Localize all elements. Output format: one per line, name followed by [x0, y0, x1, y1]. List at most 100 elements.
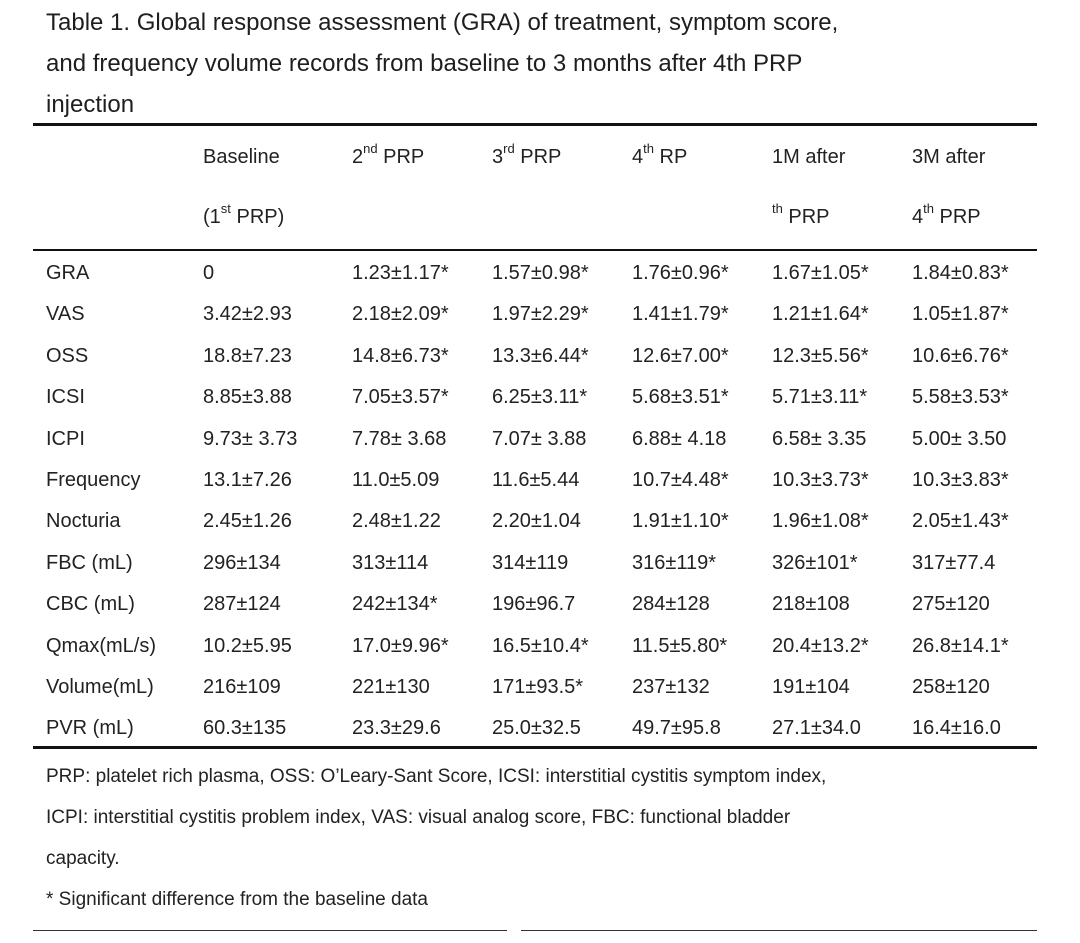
header-text-suffix: PRP	[514, 146, 562, 168]
table-cell: 196±96.7	[492, 593, 576, 616]
table-caption: Table 1. Global response assessment (GRA…	[46, 2, 1046, 125]
row-label: VAS	[46, 303, 85, 326]
table-cell: 20.4±13.2*	[772, 634, 869, 657]
table-cell: 18.8±7.23	[203, 344, 292, 367]
table-cell: 1.91±1.10*	[632, 510, 729, 533]
row-label: CBC (mL)	[46, 593, 135, 616]
table-cell: 11.0±5.09	[352, 469, 440, 491]
table-cell: 221±130	[352, 676, 430, 698]
table-cell: 10.3±3.73*	[772, 469, 869, 491]
table-cell: 316±119*	[632, 551, 717, 574]
header-superscript: st	[220, 201, 231, 217]
column-header-6-line-1: 3M after	[912, 146, 985, 169]
table-cell: 0	[203, 262, 215, 284]
row-label: Qmax(mL/s)	[46, 634, 156, 657]
table-cell: 2.48±1.22	[352, 510, 441, 533]
table-cell: 11.5±5.80*	[632, 634, 728, 657]
header-text-suffix: PRP	[377, 146, 425, 168]
table-notes: PRP: platelet rich plasma, OSS: O’Leary-…	[46, 756, 1046, 920]
table-cell: 296±134	[203, 551, 281, 574]
header-text: 3M after	[912, 146, 986, 168]
table-cell: 1.21±1.64*	[772, 303, 869, 326]
table-cell: 10.3±3.83*	[912, 469, 1009, 491]
caption-line-2: and frequency volume records from baseli…	[46, 50, 803, 77]
table-cell: 218±108	[772, 593, 850, 616]
table-cell: 287±124	[203, 593, 281, 616]
header-text: 4	[632, 146, 644, 168]
column-header-1-line-2: (1st PRP)	[203, 202, 285, 229]
table-cell: 7.05±3.57*	[352, 386, 449, 409]
table-cell: 7.07± 3.88	[492, 427, 587, 450]
column-header-5-line-2: th PRP	[772, 202, 830, 229]
table-cell: 237±132	[632, 676, 710, 698]
table-cell: 242±134*	[352, 593, 438, 616]
table-cell: 2.05±1.43*	[912, 510, 1009, 533]
header-text: 3	[492, 146, 504, 168]
table-cell: 2.18±2.09*	[352, 303, 449, 326]
header-superscript: rd	[503, 141, 515, 157]
table-cell: 10.7±4.48*	[632, 469, 729, 491]
table-cell: 9.73± 3.73	[203, 427, 298, 450]
table-header-rule	[33, 249, 1037, 251]
table-cell: 1.23±1.17*	[352, 262, 449, 284]
table-cell: 258±120	[912, 676, 990, 698]
column-header-4-line-1: 4th RP	[632, 142, 688, 169]
column-header-2-line-1: 2nd PRP	[352, 142, 425, 169]
table-cell: 1.96±1.08*	[772, 510, 869, 533]
table-cell: 284±128	[632, 593, 710, 616]
table-cell: 7.78± 3.68	[352, 427, 447, 450]
table-cell: 275±120	[912, 593, 990, 616]
header-text-suffix: RP	[653, 146, 688, 168]
table-cell: 10.6±6.76*	[912, 344, 1009, 367]
header-superscript: th	[772, 201, 783, 217]
column-header-5-line-1: 1M after	[772, 146, 845, 169]
table-cell: 2.20±1.04	[492, 510, 581, 533]
table-cell: 1.57±0.98*	[492, 262, 589, 284]
header-text-suffix: PRP)	[230, 206, 285, 228]
header-text-suffix: PRP	[782, 206, 830, 228]
header-superscript: th	[643, 141, 654, 157]
header-text-suffix: PRP	[933, 206, 981, 228]
table-cell: 60.3±135	[203, 717, 287, 740]
table-cell: 16.5±10.4*	[492, 634, 589, 657]
table-bottom-rule	[33, 746, 1037, 749]
table-cell: 13.1±7.26	[203, 469, 292, 491]
header-text: (1	[203, 206, 221, 228]
caption-line-1: Table 1. Global response assessment (GRA…	[46, 9, 839, 36]
table-cell: 12.6±7.00*	[632, 344, 729, 367]
header-superscript: th	[923, 201, 934, 217]
table-cell: 14.8±6.73*	[352, 344, 449, 367]
table-cell: 6.25±3.11*	[492, 386, 588, 409]
table-cell: 23.3±29.6	[352, 717, 441, 740]
table-cell: 13.3±6.44*	[492, 344, 589, 367]
table-cell: 6.88± 4.18	[632, 427, 727, 450]
column-header-1-line-1: Baseline	[203, 146, 280, 169]
table-cell: 26.8±14.1*	[912, 634, 1009, 657]
header-text: 2	[352, 146, 364, 168]
table-cell: 5.00± 3.50	[912, 427, 1007, 450]
table-cell: 314±119	[492, 551, 569, 574]
row-label: OSS	[46, 344, 89, 367]
significance-note: * Significant difference from the baseli…	[46, 889, 428, 910]
table-cell: 216±109	[203, 676, 281, 698]
column-header-3-line-1: 3rd PRP	[492, 142, 562, 169]
row-label: ICPI	[46, 427, 85, 450]
table-cell: 27.1±34.0	[772, 717, 861, 740]
footer-rule-right	[521, 930, 1037, 931]
table-cell: 3.42±2.93	[203, 303, 292, 326]
table-cell: 16.4±16.0	[912, 717, 1001, 740]
table-cell: 326±101*	[772, 551, 858, 574]
table-cell: 12.3±5.56*	[772, 344, 869, 367]
table-cell: 171±93.5*	[492, 676, 584, 698]
table-cell: 1.76±0.96*	[632, 262, 729, 284]
row-label: Frequency	[46, 469, 141, 491]
header-text: 1M after	[772, 146, 846, 168]
row-label: ICSI	[46, 386, 85, 409]
table-cell: 1.84±0.83*	[912, 262, 1009, 284]
footer-rule-left	[33, 930, 507, 931]
table-cell: 49.7±95.8	[632, 717, 721, 740]
table-top-rule	[33, 123, 1037, 126]
abbreviations-line-1: PRP: platelet rich plasma, OSS: O’Leary-…	[46, 766, 827, 787]
table-cell: 17.0±9.96*	[352, 634, 449, 657]
